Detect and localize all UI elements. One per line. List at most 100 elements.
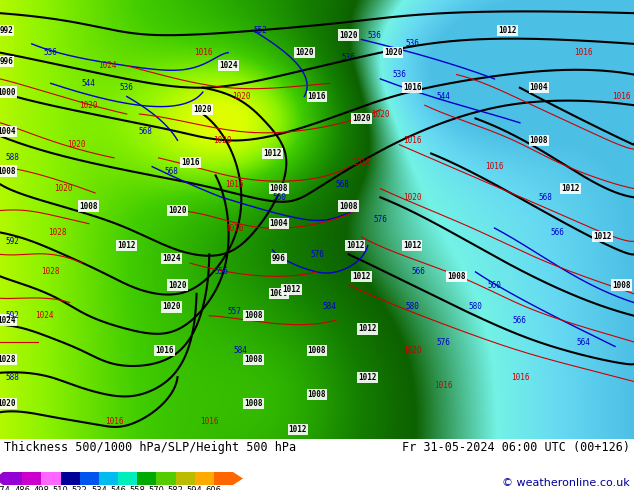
Text: Thickness 500/1000 hPa/SLP/Height 500 hPa: Thickness 500/1000 hPa/SLP/Height 500 hP…: [4, 441, 296, 454]
Text: 1016: 1016: [181, 158, 200, 167]
Text: 1012: 1012: [358, 324, 377, 333]
Text: 1012: 1012: [403, 241, 422, 250]
Text: 1020: 1020: [193, 105, 212, 114]
Text: 1024: 1024: [35, 311, 54, 320]
Text: 996: 996: [272, 254, 286, 263]
Bar: [41, 472, 60, 485]
Text: 1012: 1012: [117, 241, 136, 250]
Text: 1020: 1020: [403, 193, 422, 202]
Text: 556: 556: [215, 268, 229, 276]
Text: 536: 536: [392, 70, 406, 79]
Text: 544: 544: [82, 79, 96, 88]
Text: 592: 592: [6, 237, 20, 245]
Text: 566: 566: [513, 316, 527, 325]
Text: 536: 536: [367, 30, 381, 40]
Text: 1016: 1016: [434, 381, 453, 391]
Text: 1008: 1008: [269, 184, 288, 193]
Text: 1012: 1012: [282, 285, 301, 294]
Text: 1024: 1024: [162, 254, 181, 263]
Text: 486: 486: [14, 486, 30, 490]
Text: 1016: 1016: [574, 48, 593, 57]
Text: 576: 576: [310, 250, 324, 259]
Text: 1016: 1016: [225, 223, 244, 233]
Text: 1008: 1008: [307, 390, 327, 399]
Text: 560: 560: [488, 281, 501, 290]
Text: 1020: 1020: [54, 184, 73, 193]
Text: Fr 31-05-2024 06:00 UTC (00+126): Fr 31-05-2024 06:00 UTC (00+126): [402, 441, 630, 454]
Text: 588: 588: [6, 153, 20, 162]
Text: 580: 580: [469, 302, 482, 312]
Text: 1020: 1020: [79, 101, 98, 110]
Text: 1020: 1020: [371, 110, 390, 119]
Text: 1012: 1012: [352, 272, 371, 281]
Text: 1008: 1008: [529, 136, 548, 145]
Text: 1012: 1012: [498, 26, 517, 35]
Text: 1016: 1016: [485, 162, 504, 171]
Text: 1020: 1020: [295, 48, 314, 57]
Text: 1016: 1016: [403, 136, 422, 145]
Text: 568: 568: [164, 167, 178, 175]
Text: 606: 606: [206, 486, 222, 490]
Text: 1012: 1012: [263, 149, 282, 158]
Text: 560: 560: [272, 193, 286, 202]
Text: 576: 576: [373, 215, 387, 224]
Text: 557: 557: [228, 307, 242, 316]
Text: 996: 996: [0, 57, 13, 66]
Text: 1012: 1012: [288, 425, 307, 434]
Text: 582: 582: [167, 486, 183, 490]
Text: 1016: 1016: [225, 180, 244, 189]
Text: 1028: 1028: [0, 355, 16, 364]
Text: 568: 568: [335, 180, 349, 189]
Text: 536: 536: [44, 48, 58, 57]
Text: 1004: 1004: [269, 219, 288, 228]
Bar: [137, 472, 157, 485]
Text: 1016: 1016: [105, 416, 124, 425]
Text: 522: 522: [72, 486, 87, 490]
Text: 534: 534: [91, 486, 107, 490]
Bar: [195, 472, 214, 485]
Text: 1016: 1016: [510, 373, 529, 382]
Text: 566: 566: [411, 268, 425, 276]
Bar: [157, 472, 176, 485]
Text: 1008: 1008: [612, 281, 631, 290]
Text: 584: 584: [234, 346, 248, 355]
Text: 1016: 1016: [403, 83, 422, 92]
Text: 1008: 1008: [244, 355, 263, 364]
Polygon shape: [0, 472, 3, 485]
Text: 1020: 1020: [0, 399, 16, 408]
Text: 1020: 1020: [162, 302, 181, 312]
Text: 498: 498: [34, 486, 49, 490]
Text: 474: 474: [0, 486, 11, 490]
Text: 536: 536: [120, 83, 134, 92]
Text: 1028: 1028: [48, 228, 67, 237]
Text: 1020: 1020: [168, 281, 187, 290]
Text: 544: 544: [437, 92, 451, 101]
Text: 1020: 1020: [168, 206, 187, 215]
Text: 1004: 1004: [0, 127, 16, 136]
Text: 558: 558: [129, 486, 145, 490]
Text: 1020: 1020: [231, 92, 250, 101]
Text: 1016: 1016: [193, 48, 212, 57]
Text: 1024: 1024: [98, 61, 117, 70]
Text: 546: 546: [110, 486, 126, 490]
Text: 1020: 1020: [212, 136, 231, 145]
Text: 580: 580: [405, 302, 419, 312]
Text: 1008: 1008: [339, 201, 358, 211]
Text: 566: 566: [551, 228, 565, 237]
Text: 568: 568: [538, 193, 552, 202]
Text: 1016: 1016: [307, 92, 327, 101]
Text: 594: 594: [187, 486, 202, 490]
Text: 564: 564: [576, 338, 590, 346]
Text: © weatheronline.co.uk: © weatheronline.co.uk: [502, 478, 630, 488]
Text: 1008: 1008: [0, 167, 16, 175]
Bar: [118, 472, 137, 485]
Text: 1008: 1008: [307, 346, 327, 355]
Text: 1008: 1008: [447, 272, 466, 281]
Text: 568: 568: [139, 127, 153, 136]
Bar: [60, 472, 80, 485]
Text: 510: 510: [53, 486, 68, 490]
Text: 1020: 1020: [339, 30, 358, 40]
Text: 1004: 1004: [529, 83, 548, 92]
Text: 1016: 1016: [200, 416, 219, 425]
Text: 1008: 1008: [244, 311, 263, 320]
